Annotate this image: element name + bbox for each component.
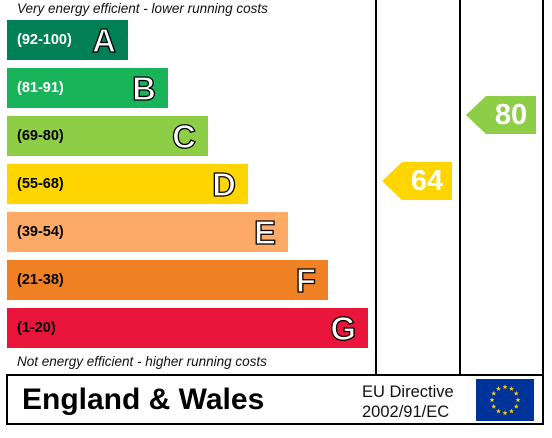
bottom-note: Not energy efficient - higher running co…: [17, 354, 267, 369]
potential-rating-arrow: 80: [466, 96, 536, 134]
chart-divider-left: [375, 0, 377, 375]
eu-star-icon: [496, 408, 501, 414]
chart-divider-middle: [459, 0, 461, 375]
footer-border-left: [6, 374, 8, 425]
directive-line-2: 2002/91/EC: [362, 403, 450, 421]
band-range-label: (21-38): [17, 272, 64, 288]
region-label: England & Wales: [22, 383, 265, 416]
top-note: Very energy efficient - lower running co…: [17, 1, 268, 16]
current-rating-arrow: 64: [382, 162, 452, 200]
band-g: (1-20) G: [7, 308, 368, 348]
current-rating-arrow-value: 64: [410, 165, 444, 197]
eu-star-icon: [496, 386, 501, 391]
footer-bottom-border: [6, 423, 544, 425]
band-range-label: (69-80): [17, 128, 64, 144]
band-range-label: (1-20): [17, 320, 56, 336]
band-letter-label: G: [330, 309, 357, 347]
footer-top-border: [6, 374, 544, 376]
band-range-label: (92-100): [17, 32, 72, 48]
band-letter-label: B: [132, 69, 157, 107]
eu-star-icon: [489, 397, 495, 403]
band-e: (39-54) E: [7, 212, 288, 252]
band-letter-label: F: [295, 261, 316, 299]
band-a: (92-100) A: [7, 20, 128, 60]
band-d: (55-68) D: [7, 164, 248, 204]
band-range-label: (39-54): [17, 224, 64, 240]
chart-border-right: [542, 0, 544, 425]
band-b: (81-91) B: [7, 68, 168, 108]
directive-label: EU Directive 2002/91/EC: [362, 382, 466, 422]
band-letter-label: D: [212, 165, 237, 203]
eu-flag-icon: [476, 379, 534, 421]
eu-star-icon: [502, 384, 508, 390]
band-letter-label: C: [172, 117, 197, 155]
eu-star-icon: [513, 403, 519, 409]
eu-star-icon: [515, 397, 521, 403]
eu-star-icon: [513, 390, 519, 396]
potential-rating-arrow-value: 80: [494, 99, 528, 131]
band-letter-label: E: [253, 213, 276, 251]
eu-star-icon: [509, 408, 514, 414]
eu-star-icon: [491, 403, 497, 409]
band-letter-label: A: [92, 21, 117, 59]
band-range-label: (55-68): [17, 176, 64, 192]
eu-star-icon: [509, 386, 514, 391]
eu-star-icon: [502, 410, 508, 416]
directive-line-1: EU Directive: [362, 383, 454, 401]
eu-star-icon: [491, 390, 497, 396]
band-c: (69-80) C: [7, 116, 208, 156]
band-f: (21-38) F: [7, 260, 328, 300]
band-range-label: (81-91): [17, 80, 64, 96]
